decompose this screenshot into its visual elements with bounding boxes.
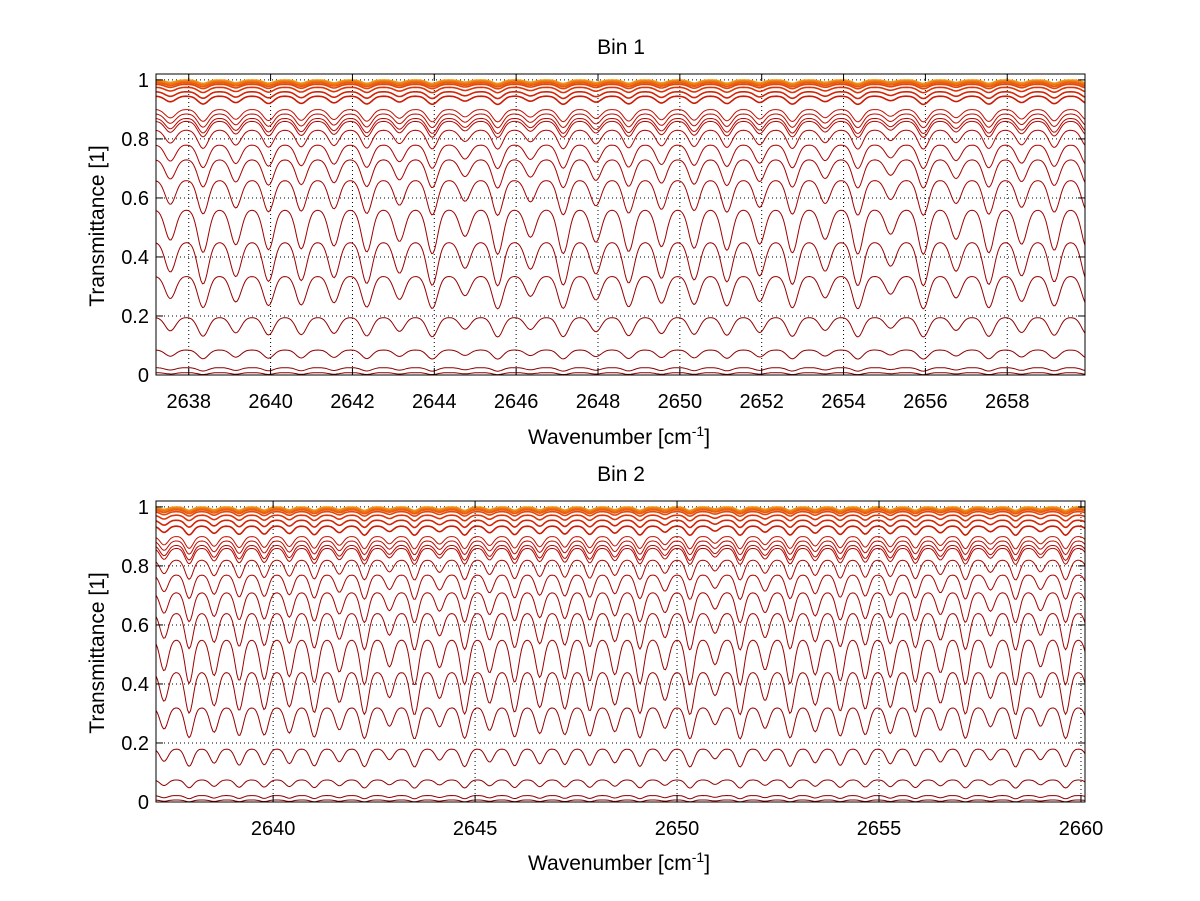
x-tick-label: 2644 (412, 391, 457, 413)
series-line (156, 574, 1085, 601)
series-group (156, 79, 1085, 375)
series-line (156, 779, 1085, 789)
x-tick-label: 2658 (985, 391, 1030, 413)
series-line (156, 507, 1085, 514)
chart-title-1: Bin 1 (597, 36, 645, 59)
x-axis-label-2: Wavenumber [cm-1] (528, 849, 710, 875)
y-tick-label: 0.6 (121, 615, 149, 637)
series-line (156, 559, 1085, 581)
chart-panel-1: Bin 1 Transmittance [1] Wavenumber [cm-1… (86, 36, 710, 449)
y-tick-label: 0.8 (121, 556, 149, 578)
y-tick-label: 0 (138, 365, 149, 387)
y-tick-label: 0.2 (121, 306, 149, 328)
series-line (156, 209, 1085, 256)
y-axis-label-1: Transmittance [1] (86, 145, 109, 306)
series-line (156, 129, 1085, 150)
series-line (156, 275, 1085, 310)
y-tick-label: 0.4 (121, 674, 149, 696)
series-line (156, 86, 1085, 94)
axes-box (155, 500, 1086, 803)
series-line (156, 748, 1085, 768)
series-line (156, 519, 1085, 529)
series-line (156, 794, 1085, 800)
series-line (156, 547, 1085, 566)
series-line (156, 349, 1085, 360)
x-axis-label-2-superscript: -1 (692, 849, 705, 865)
series-line (156, 79, 1085, 85)
y-tick-label: 0.8 (121, 129, 149, 151)
series-line (156, 536, 1085, 550)
x-axis-label-1-suffix: ] (704, 426, 710, 449)
series-line (156, 672, 1085, 716)
series-line (156, 510, 1085, 518)
y-tick-label: 0.6 (121, 188, 149, 210)
series-line (156, 613, 1085, 651)
x-tick-label: 2640 (248, 391, 293, 413)
x-tick-label: 2645 (453, 818, 498, 840)
y-tick-label: 1 (138, 70, 149, 92)
series-line (156, 144, 1085, 170)
series-line (156, 544, 1085, 562)
x-axis-label-1-main: Wavenumber [cm (528, 426, 692, 449)
series-line (156, 799, 1085, 802)
x-tick-label: 2650 (655, 818, 700, 840)
x-axis-label-2-suffix: ] (704, 852, 710, 875)
x-tick-label: 2648 (576, 391, 621, 413)
x-tick-label: 2655 (857, 818, 902, 840)
x-tick-label: 2650 (658, 391, 703, 413)
series-line (156, 317, 1085, 338)
x-tick-label: 2656 (903, 391, 948, 413)
x-tick-label: 2652 (739, 391, 784, 413)
series-line (156, 120, 1085, 139)
x-tick-label: 2638 (166, 391, 211, 413)
series-line (156, 506, 1085, 513)
series-line (156, 79, 1085, 86)
x-axis-label-1: Wavenumber [cm-1] (528, 423, 710, 449)
series-line (156, 95, 1085, 106)
series-line (156, 514, 1085, 522)
series-line (156, 707, 1085, 740)
y-tick-label: 1 (138, 497, 149, 519)
plot-area-1: 2638 2640 2642 2644 2646 2648 2650 2652 2654 2656… (121, 70, 1086, 413)
series-line (156, 113, 1085, 129)
series-line (156, 80, 1085, 87)
series-line (156, 540, 1085, 556)
series-line (156, 509, 1085, 515)
x-tick-label: 2642 (330, 391, 375, 413)
series-line (156, 242, 1085, 287)
y-tick-label: 0.2 (121, 733, 149, 755)
series-group (156, 506, 1085, 802)
x-axis-label-2-main: Wavenumber [cm (528, 852, 692, 875)
series-line (156, 91, 1085, 100)
y-tick-label: 0 (138, 792, 149, 814)
plot-area-2: 2640 2645 2650 2655 2660 0 0.2 0.4 0.6 0.8 1 (121, 497, 1103, 840)
series-line (156, 525, 1085, 537)
x-tick-label: 2660 (1059, 818, 1104, 840)
series-line (156, 82, 1085, 88)
series-line (156, 117, 1085, 135)
series-line (156, 109, 1085, 123)
series-line (156, 83, 1085, 90)
chart-panel-2: Bin 2 Transmittance [1] Wavenumber [cm-1… (86, 463, 710, 875)
series-line (156, 639, 1085, 686)
series-line (156, 592, 1085, 624)
x-axis-label-1-superscript: -1 (692, 423, 705, 439)
y-axis-label-2: Transmittance [1] (86, 572, 109, 733)
x-tick-label: 2640 (251, 818, 296, 840)
series-line (156, 372, 1085, 375)
axes-box (155, 73, 1086, 376)
chart-title-2: Bin 2 (597, 463, 645, 486)
x-tick-label: 2646 (494, 391, 539, 413)
x-tick-label: 2654 (821, 391, 866, 413)
series-line (156, 367, 1085, 372)
y-tick-label: 0.4 (121, 247, 149, 269)
series-line (156, 180, 1085, 217)
series-line (156, 159, 1085, 189)
